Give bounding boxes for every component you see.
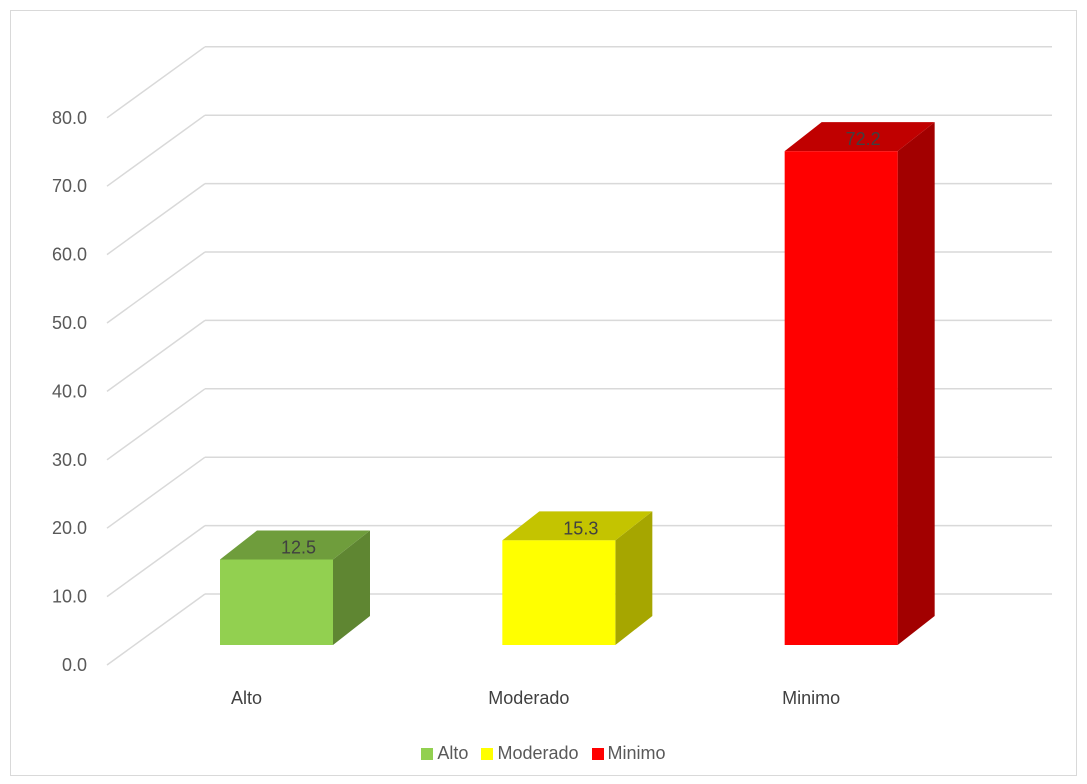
bar-side — [615, 511, 653, 645]
bar-top — [502, 511, 653, 541]
bar-top — [220, 530, 370, 560]
gridline-diagonal — [106, 319, 206, 393]
gridline-diagonal — [106, 182, 206, 256]
y-tick-label: 50.0 — [52, 313, 87, 333]
gridline-diagonal — [106, 46, 206, 119]
data-label: 12.5 — [281, 538, 316, 558]
legend-item-minimo: Minimo — [591, 743, 666, 764]
legend: Alto Moderado Minimo — [0, 743, 1087, 764]
gridline-diagonal — [106, 388, 206, 461]
y-tick-label: 10.0 — [52, 587, 87, 607]
bar — [220, 559, 333, 645]
y-tick-label: 0.0 — [62, 655, 87, 675]
gridline-diagonal — [106, 593, 206, 666]
gridline-diagonal — [106, 251, 206, 324]
y-tick-label: 40.0 — [52, 381, 87, 401]
legend-item-moderado: Moderado — [481, 743, 579, 764]
legend-label-minimo: Minimo — [607, 743, 666, 763]
x-tick-label: Minimo — [782, 688, 840, 708]
y-tick-label: 30.0 — [52, 450, 87, 470]
y-tick-label: 60.0 — [52, 245, 87, 265]
gridline-diagonal — [106, 114, 206, 187]
legend-swatch-alto — [421, 748, 434, 760]
x-tick-label: Moderado — [488, 688, 569, 708]
bar-top — [784, 122, 935, 152]
data-label: 15.3 — [563, 518, 598, 538]
y-tick-label: 80.0 — [52, 108, 87, 128]
bar — [502, 540, 616, 645]
bar-side — [333, 530, 370, 645]
x-tick-label: Alto — [231, 688, 262, 708]
bar-side — [897, 122, 935, 646]
legend-swatch-moderado — [481, 748, 494, 760]
gridline-diagonal — [106, 524, 206, 598]
y-tick-label: 70.0 — [52, 176, 87, 196]
legend-label-moderado: Moderado — [497, 743, 579, 763]
legend-swatch-minimo — [591, 748, 604, 760]
legend-item-alto: Alto — [421, 743, 468, 764]
bar — [784, 151, 898, 646]
data-label: 72.2 — [846, 129, 881, 149]
y-tick-label: 20.0 — [52, 518, 87, 538]
legend-label-alto: Alto — [437, 743, 469, 763]
gridline-diagonal — [106, 456, 206, 529]
